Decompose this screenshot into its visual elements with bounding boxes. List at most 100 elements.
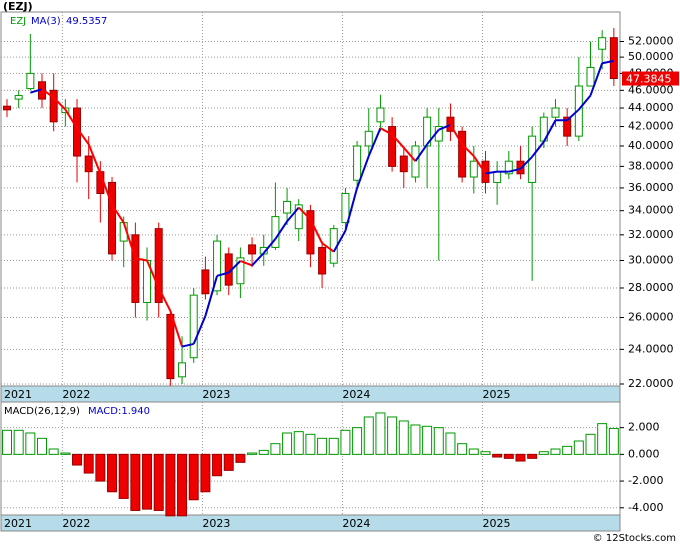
candle-body	[446, 116, 455, 132]
ma-line	[461, 143, 475, 157]
x-tick-label: 2021	[4, 517, 32, 530]
x-tick-label: 2024	[342, 388, 370, 401]
ma-line	[601, 59, 615, 65]
macd-bar	[480, 451, 491, 455]
y-tick-label: 28.0000	[628, 281, 674, 294]
candle-body	[178, 362, 187, 378]
candle-body	[598, 37, 607, 50]
ma-line	[508, 167, 521, 173]
candle-body	[201, 269, 210, 295]
legend-ma-value: 49.5357	[66, 16, 107, 27]
ma-line	[240, 259, 253, 267]
ma-line	[52, 96, 67, 111]
macd-bar	[200, 453, 211, 493]
macd-bar	[608, 427, 619, 455]
macd-bar	[585, 433, 596, 455]
y-tick-label: 2.000	[628, 421, 660, 434]
price-label-box	[622, 71, 679, 86]
candle-body	[586, 66, 595, 87]
candle-body	[458, 130, 467, 178]
ma-line	[41, 88, 55, 99]
ma-line	[309, 218, 323, 244]
candle-body	[294, 204, 303, 230]
ma-line	[262, 238, 277, 254]
candle-body	[353, 145, 362, 181]
legend-symbol: EZJ	[10, 16, 26, 27]
candle-body	[551, 107, 560, 118]
macd-bar	[142, 453, 153, 510]
macd-bar	[375, 412, 386, 455]
candle-body	[504, 160, 513, 175]
ma-line	[135, 257, 148, 262]
macd-bar	[433, 427, 444, 455]
ma-line	[519, 156, 533, 170]
y-tick-label: 50.0000	[628, 50, 674, 63]
candle-body	[341, 192, 350, 224]
x-tick-label: 2022	[62, 388, 90, 401]
x-tick-label: 2023	[202, 388, 230, 401]
macd-bar	[363, 416, 374, 455]
ma-line	[356, 155, 370, 189]
candle-body	[493, 171, 502, 183]
macd-bar	[72, 453, 83, 466]
macd-bar	[527, 453, 538, 459]
x-tick-label: 2021	[4, 388, 32, 401]
ma-line	[472, 155, 487, 175]
ma-line	[228, 260, 242, 274]
ma-line	[391, 133, 405, 149]
macd-bar	[515, 453, 526, 462]
macd-bar	[107, 453, 118, 493]
candle-body	[84, 155, 93, 173]
candle-body	[399, 155, 408, 173]
ma-line	[542, 119, 557, 143]
macd-bar	[562, 445, 573, 455]
macd-bar	[398, 420, 409, 455]
y-tick-label: 32.0000	[628, 228, 674, 241]
macd-bar	[492, 453, 503, 458]
ma-line	[192, 315, 207, 345]
price-label: 47.3845	[626, 73, 672, 86]
macd-bar	[188, 453, 199, 501]
candle-body	[364, 130, 373, 147]
macd-bar	[25, 432, 36, 455]
y-tick-label: -4.000	[628, 501, 663, 514]
y-tick-label: 38.0000	[628, 159, 674, 172]
macd-bar	[270, 443, 281, 455]
ma-line	[181, 342, 194, 348]
ma-line	[204, 275, 219, 317]
macd-bar	[457, 443, 468, 455]
y-tick-label: 46.0000	[628, 83, 674, 96]
macd-bar	[95, 453, 106, 482]
candle-body	[609, 37, 618, 80]
macd-bar	[118, 453, 129, 499]
ma-line	[332, 230, 347, 253]
legend-macd: MACD(26,12,9)	[4, 406, 80, 417]
macd-bar	[340, 429, 351, 455]
y-tick-label: 42.0000	[628, 120, 674, 133]
macd-bar	[60, 452, 71, 455]
ma-line	[251, 252, 265, 267]
ma-line	[274, 220, 288, 240]
macd-bar	[445, 432, 456, 455]
y-tick-label: 44.0000	[628, 101, 674, 114]
candle-body	[388, 126, 397, 167]
macd-bar	[352, 427, 363, 455]
macd-bar	[282, 432, 293, 455]
ma-line	[426, 129, 440, 145]
ma-line	[485, 170, 498, 175]
ma-line	[589, 62, 604, 96]
ma-line	[216, 271, 229, 277]
x-axis-band	[0, 514, 621, 532]
y-tick-label: 36.0000	[628, 181, 674, 194]
macd-bar	[37, 437, 48, 455]
x-tick-label: 2025	[482, 517, 510, 530]
macd-bar	[293, 431, 304, 455]
ma-line	[122, 222, 137, 259]
macd-bar	[422, 425, 433, 455]
macd-bar	[387, 416, 398, 455]
macd-bar	[503, 453, 514, 459]
macd-bar	[410, 424, 421, 455]
